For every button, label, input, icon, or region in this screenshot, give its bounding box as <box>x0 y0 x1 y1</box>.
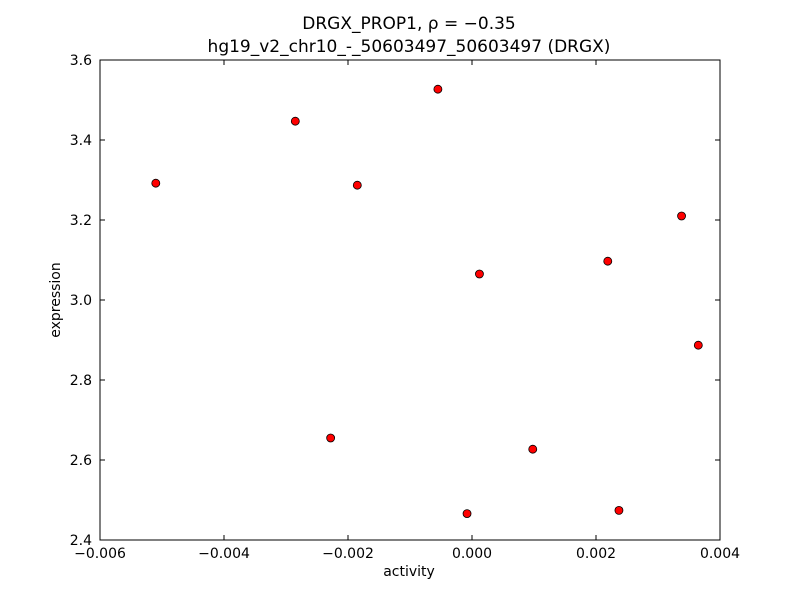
x-tick-label: −0.002 <box>322 546 374 562</box>
data-point <box>433 84 443 94</box>
data-point <box>693 340 703 350</box>
y-tick-label: 2.4 <box>70 533 92 549</box>
x-tick-label: −0.006 <box>74 546 126 562</box>
axis-ticks: −0.006 −0.004 −0.002 0.000 0.002 0.004 2.4 2.6 2… <box>70 53 740 562</box>
data-point <box>326 433 336 443</box>
data-point <box>528 444 538 454</box>
data-point <box>475 269 484 279</box>
data-point <box>151 178 161 188</box>
y-tick-label: 3.6 <box>70 53 92 69</box>
data-points <box>151 84 703 518</box>
data-point <box>603 256 613 266</box>
chart-title-line-1: DRGX_PROP1, ρ = −0.35 <box>302 14 515 34</box>
y-tick-label: 3.0 <box>70 293 92 309</box>
x-axis-label: activity <box>383 564 435 580</box>
y-tick-label: 2.6 <box>70 453 92 469</box>
data-point <box>677 211 686 221</box>
x-tick-label: −0.004 <box>198 546 250 562</box>
x-tick-label: 0.004 <box>700 546 740 562</box>
data-point <box>290 116 300 126</box>
x-tick-label: 0.000 <box>452 546 492 562</box>
data-point <box>352 180 362 190</box>
chart-title-line-2: hg19_v2_chr10_-_50603497_50603497 (DRGX) <box>208 37 611 57</box>
data-point <box>462 509 472 518</box>
y-tick-label: 3.4 <box>70 133 92 149</box>
data-point <box>614 505 624 515</box>
x-tick-label: 0.002 <box>576 546 616 562</box>
y-tick-label: 2.8 <box>70 373 92 389</box>
y-tick-label: 3.2 <box>70 213 92 229</box>
y-axis-label: expression <box>48 262 64 338</box>
